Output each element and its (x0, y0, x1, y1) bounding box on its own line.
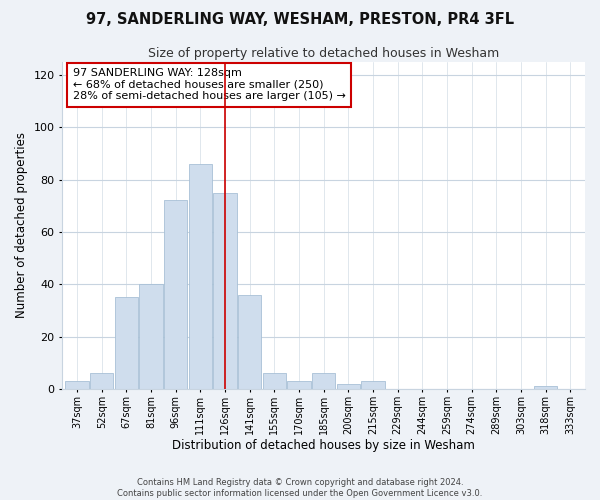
Text: Contains HM Land Registry data © Crown copyright and database right 2024.
Contai: Contains HM Land Registry data © Crown c… (118, 478, 482, 498)
Bar (188, 164, 212, 389)
Bar (139, 284, 163, 389)
Bar (238, 294, 262, 389)
Bar (164, 200, 187, 389)
Bar (90, 374, 113, 389)
Title: Size of property relative to detached houses in Wesham: Size of property relative to detached ho… (148, 48, 499, 60)
Bar (337, 384, 360, 389)
Bar (263, 374, 286, 389)
Bar (214, 192, 237, 389)
Bar (115, 298, 138, 389)
Y-axis label: Number of detached properties: Number of detached properties (15, 132, 28, 318)
Bar (287, 381, 311, 389)
Bar (534, 386, 557, 389)
Text: 97 SANDERLING WAY: 128sqm
← 68% of detached houses are smaller (250)
28% of semi: 97 SANDERLING WAY: 128sqm ← 68% of detac… (73, 68, 346, 102)
X-axis label: Distribution of detached houses by size in Wesham: Distribution of detached houses by size … (172, 440, 475, 452)
Text: 97, SANDERLING WAY, WESHAM, PRESTON, PR4 3FL: 97, SANDERLING WAY, WESHAM, PRESTON, PR4… (86, 12, 514, 28)
Bar (312, 374, 335, 389)
Bar (361, 381, 385, 389)
Bar (65, 381, 89, 389)
